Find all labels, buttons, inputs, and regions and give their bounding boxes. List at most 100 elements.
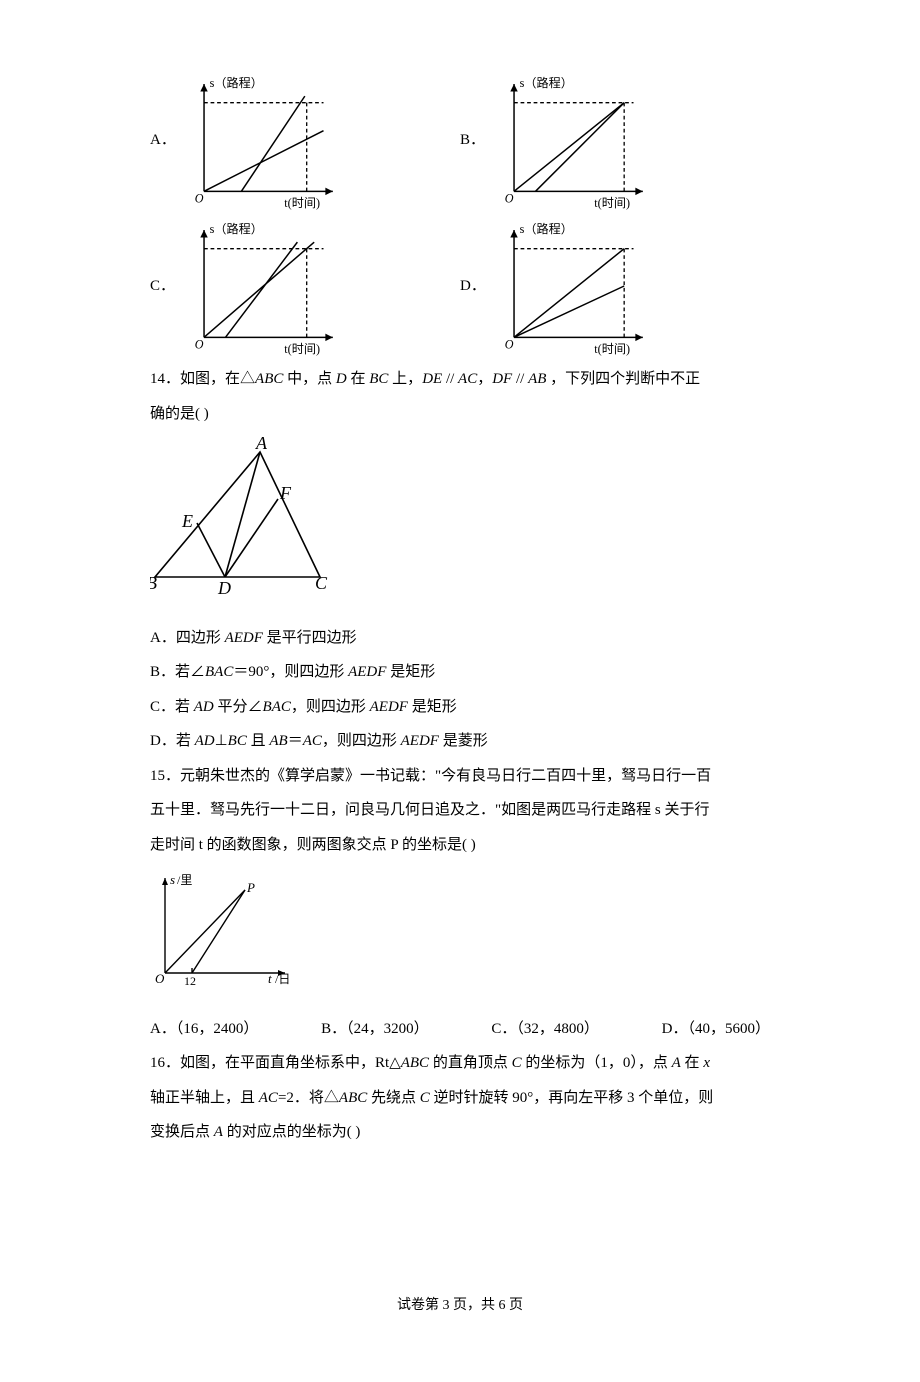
text: A [672,1055,681,1071]
q13-option-b: B． O s（路程） t(时间) [460,70,770,210]
text: AB [528,371,546,387]
option-label: D． [460,269,490,304]
graph-a-icon: O s（路程） t(时间) [180,70,355,210]
text: AEDF [401,733,439,749]
text: AD [195,733,215,749]
text: DE [422,371,442,387]
text: ，则四边形 [291,699,370,715]
text: AC [458,371,477,387]
text: 变换后点 [150,1124,214,1140]
horse-graph-icon: O s/里 t/日 12 P [150,868,300,988]
q15-optA: A．（16，2400） [150,1012,258,1047]
triangle-icon: A B C D E F [150,437,330,597]
svg-text:P: P [246,880,255,895]
text: AEDF [225,630,263,646]
svg-text:t(时间): t(时间) [594,196,630,210]
svg-text:O: O [155,971,165,986]
text: 上， [388,371,422,387]
svg-text:O: O [195,338,204,352]
text: // [512,371,528,387]
svg-text:s: s [170,872,175,887]
text: 的对应点的坐标为( ) [223,1124,361,1140]
text: 中，点 [283,371,336,387]
text: 在 [347,371,370,387]
svg-text:O: O [505,192,514,206]
svg-text:t: t [268,971,272,986]
q15-optD: D．（40，5600） [662,1012,770,1047]
text: 的直角顶点 [429,1055,512,1071]
text: 是矩形 [408,699,457,715]
text: ABC [401,1055,429,1071]
svg-text:D: D [217,578,231,597]
text: 的坐标为（1，0），点 [522,1055,672,1071]
svg-text:12: 12 [184,974,196,988]
q14-optB: B．若∠BAC＝90°，则四边形 AEDF 是矩形 [150,655,770,690]
q14-optD: D．若 AD⊥BC 且 AB＝AC，则四边形 AEDF 是菱形 [150,724,770,759]
svg-text:/日: /日 [275,972,290,986]
graph-d-icon: O s（路程） t(时间) [490,216,665,356]
text: ，则四边形 [322,733,401,749]
text: AD [194,699,214,715]
text: 逆时针旋转 90°，再向左平移 3 个单位，则 [430,1090,714,1106]
text: AEDF [370,699,408,715]
q14-optA: A．四边形 AEDF 是平行四边形 [150,621,770,656]
text: x [703,1055,710,1071]
q16-line1: 16．如图，在平面直角坐标系中，Rt△ABC 的直角顶点 C 的坐标为（1，0）… [150,1046,770,1081]
text: C [512,1055,522,1071]
text: △ [389,1055,401,1071]
graph-c-icon: O s（路程） t(时间) [180,216,355,356]
text: ＝90°，则四边形 [233,664,348,680]
q14-figure: A B C D E F [150,437,770,611]
text: B．若∠ [150,664,205,680]
svg-text:s（路程）: s（路程） [210,221,263,236]
text: A [214,1124,223,1140]
text: 轴正半轴上，且 [150,1090,259,1106]
svg-text:F: F [279,483,292,503]
page-footer: 试卷第 3 页，共 6 页 [150,1290,770,1322]
svg-text:s（路程）: s（路程） [210,75,263,90]
svg-text:A: A [255,437,268,453]
option-label: A． [150,123,180,158]
text: DF [492,371,512,387]
text: 平分∠ [214,699,263,715]
text: 是矩形 [386,664,435,680]
q16-line2: 轴正半轴上，且 AC=2．将△ABC 先绕点 C 逆时针旋转 90°，再向左平移… [150,1081,770,1116]
text: △ [324,1090,339,1106]
svg-text:t(时间): t(时间) [284,342,320,356]
text: C．若 [150,699,194,715]
text: 先绕点 [367,1090,420,1106]
q16-line3: 变换后点 A 的对应点的坐标为( ) [150,1115,770,1150]
q14-stem-line2: 确的是( ) [150,397,770,432]
text: 是平行四边形 [263,630,357,646]
text: =2．将 [278,1090,324,1106]
text: 是菱形 [439,733,488,749]
text: AC [303,733,322,749]
exam-page: A． O s（路程） t(时间) B． O [0,0,920,1382]
q14-optC: C．若 AD 平分∠BAC，则四边形 AEDF 是矩形 [150,690,770,725]
text: 14．如图，在 [150,371,240,387]
svg-text:t(时间): t(时间) [594,342,630,356]
q14-stem: 14．如图，在△ABC 中，点 D 在 BC 上，DE // AC，DF // … [150,362,770,397]
svg-text:/里: /里 [177,873,192,887]
svg-text:O: O [505,338,514,352]
q15-line1: 15．元朝朱世杰的《算学启蒙》一书记载："今有良马日行二百四十里，驽马日行一百 [150,759,770,794]
text: AEDF [348,664,386,680]
text: D．若 [150,733,195,749]
text: BC [228,733,247,749]
text: BAC [205,664,233,680]
q15-line3: 走时间 t 的函数图象，则两图象交点 P 的坐标是( ) [150,828,770,863]
q15-line2: 五十里．驽马先行一十二日，问良马几何日追及之．"如图是两匹马行走路程 s 关于行 [150,793,770,828]
option-label: C． [150,269,180,304]
q13-option-a: A． O s（路程） t(时间) [150,70,460,210]
svg-text:B: B [150,573,157,593]
q13-options-row1: A． O s（路程） t(时间) B． O [150,70,770,216]
graph-b-icon: O s（路程） t(时间) [490,70,665,210]
text: ＝ [288,733,303,749]
option-label: B． [460,123,490,158]
text: // [442,371,458,387]
text: AB [269,733,287,749]
svg-text:s（路程）: s（路程） [520,221,573,236]
text: 且 [247,733,270,749]
q15-options: A．（16，2400） B．（24，3200） C．（32，4800） D．（4… [150,1012,770,1047]
text: ABC [255,371,283,387]
